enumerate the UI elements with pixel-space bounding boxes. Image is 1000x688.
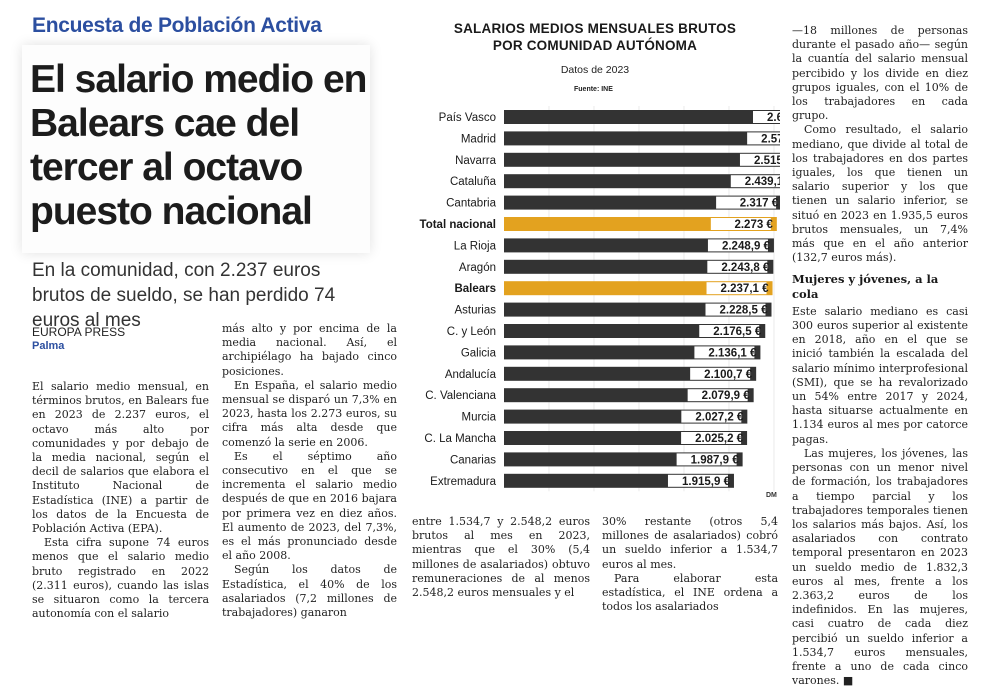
value-label-bg: [739, 153, 780, 166]
section-label: Encuesta de Población Activa: [32, 14, 322, 37]
value-label-bg: [681, 432, 742, 444]
paragraph: —18 millones de personas durante el pasa…: [792, 24, 968, 123]
chart-subtitle: Datos de 2023: [560, 64, 630, 76]
value-label-bg: [676, 453, 737, 466]
category-label: C. Valenciana: [425, 390, 496, 402]
value-label: 2.136,1 €: [708, 347, 757, 359]
chart-signature: DM: [766, 492, 777, 499]
value-label-bg: [687, 389, 748, 402]
bar: [504, 259, 774, 274]
value-label: 2.317 €: [740, 198, 779, 210]
value-label-bg: [690, 367, 751, 380]
bar: [504, 174, 780, 189]
value-label-bg: [710, 218, 771, 230]
value-label: 2.025,2 €: [695, 433, 744, 445]
body-column-2: más alto y por encima de la media nacion…: [222, 322, 397, 620]
value-label: 2.100,7 €: [704, 369, 753, 381]
value-label-bg: [705, 303, 766, 316]
category-label: C. La Mancha: [424, 433, 496, 445]
body-column-4: 30% restante (otros 5,4 millones de asal…: [602, 515, 778, 614]
bar: [504, 281, 773, 296]
paragraph: entre 1.534,7 y 2.548,2 euros brutos al …: [412, 515, 590, 600]
category-label: La Rioja: [454, 240, 497, 252]
paragraph: Para elaborar esta estadística, el INE o…: [602, 571, 778, 614]
value-label: 2.515,7 €: [754, 155, 780, 167]
bar: [504, 238, 774, 253]
subheading: Mujeres y jóvenes, a la cola: [792, 272, 939, 301]
bar: [504, 110, 780, 124]
chart-title: SALARIOS MEDIOS MENSUALES BRUTOS POR COM…: [415, 20, 775, 54]
category-label: Navarra: [455, 155, 497, 167]
body-column-3: entre 1.534,7 y 2.548,2 euros brutos al …: [412, 515, 590, 600]
bar: [504, 302, 772, 317]
body-column-5: —18 millones de personas durante el pasa…: [792, 24, 968, 688]
value-label: 2.439,1 €: [745, 176, 780, 188]
value-label: 2.273 €: [734, 219, 773, 231]
chart-title-line-2: POR COMUNIDAD AUTÓNOMA: [492, 38, 698, 53]
bar: [504, 131, 780, 146]
value-label-bg: [699, 325, 760, 337]
value-label: 2.248,9 €: [722, 240, 771, 252]
value-label: 2.079,9 €: [702, 390, 751, 402]
value-label: 2.237,1 €: [721, 283, 770, 295]
paragraph: El salario medio mensual, en términos br…: [32, 380, 209, 536]
value-label-bg: [716, 196, 777, 209]
paragraph: Esta cifra supone 74 euros menos que el …: [32, 536, 209, 621]
category-label: Aragón: [459, 262, 496, 274]
salary-bar-chart: País Vasco 2.624,3 € Madrid 2.575,5 € Navarr…: [420, 106, 780, 492]
value-label: 2.027,2 €: [695, 412, 744, 424]
paragraph: Como resultado, el salario mediano, que …: [792, 123, 968, 265]
value-label-bg: [707, 260, 768, 273]
value-label-bg: [667, 474, 728, 487]
byline-agency: EUROPA PRESS: [32, 325, 126, 339]
category-label: País Vasco: [439, 112, 496, 124]
value-label-bg: [730, 175, 780, 188]
value-label: 2.624,3 €: [767, 112, 780, 124]
subtitle: En la comunidad, con 2.237 euros brutos …: [32, 260, 336, 331]
category-label: Canarias: [450, 454, 496, 466]
paragraph: más alto y por encima de la media nacion…: [222, 322, 397, 378]
value-label-bg: [706, 282, 767, 295]
value-label-bg: [707, 239, 768, 252]
value-label: 2.228,5 €: [720, 305, 769, 317]
category-label: Andalucía: [445, 369, 497, 381]
chart-title-line-1: SALARIOS MEDIOS MENSUALES BRUTOS: [453, 21, 737, 36]
category-label: Balears: [454, 283, 496, 295]
category-label: Asturias: [454, 305, 496, 317]
value-label: 1.915,9 €: [682, 476, 731, 488]
chart-source: Fuente: INE: [574, 86, 613, 93]
value-label-bg: [753, 111, 780, 123]
paragraph: Este salario mediano es casi 300 euros s…: [792, 304, 968, 446]
category-label: Cantabria: [446, 198, 496, 210]
category-label: C. y León: [447, 326, 496, 338]
category-label: Extremadura: [430, 476, 496, 488]
category-label: Murcia: [461, 412, 496, 424]
bar: [504, 195, 780, 210]
headline-box: [22, 45, 370, 253]
category-label: Total nacional: [420, 219, 496, 231]
paragraph: Según los datos de Estadística, el 40% d…: [222, 563, 397, 620]
value-label: 2.575,5 €: [761, 133, 780, 145]
bar: [504, 217, 777, 231]
paragraph: En España, el salario medio mensual se d…: [222, 378, 397, 449]
byline-place: Palma: [32, 340, 65, 352]
paragraph: Es el séptimo año consecutivo en el que …: [222, 449, 397, 563]
value-label: 2.243,8 €: [721, 262, 770, 274]
category-label: Madrid: [461, 133, 496, 145]
category-label: Cataluña: [450, 176, 497, 188]
body-column-1: El salario medio mensual, en términos br…: [32, 380, 209, 621]
value-label-bg: [747, 132, 780, 145]
value-label-bg: [681, 410, 742, 423]
category-label: Galicia: [461, 347, 497, 359]
paragraph: 30% restante (otros 5,4 millones de asal…: [602, 515, 778, 571]
bar: [504, 152, 780, 167]
headline: El salario medio en Balears cae del terc…: [30, 58, 367, 233]
value-label: 1.987,9 €: [691, 454, 740, 466]
value-label: 2.176,5 €: [713, 326, 762, 338]
paragraph: Las mujeres, los jóvenes, las personas c…: [792, 446, 968, 688]
value-label-bg: [694, 346, 755, 359]
